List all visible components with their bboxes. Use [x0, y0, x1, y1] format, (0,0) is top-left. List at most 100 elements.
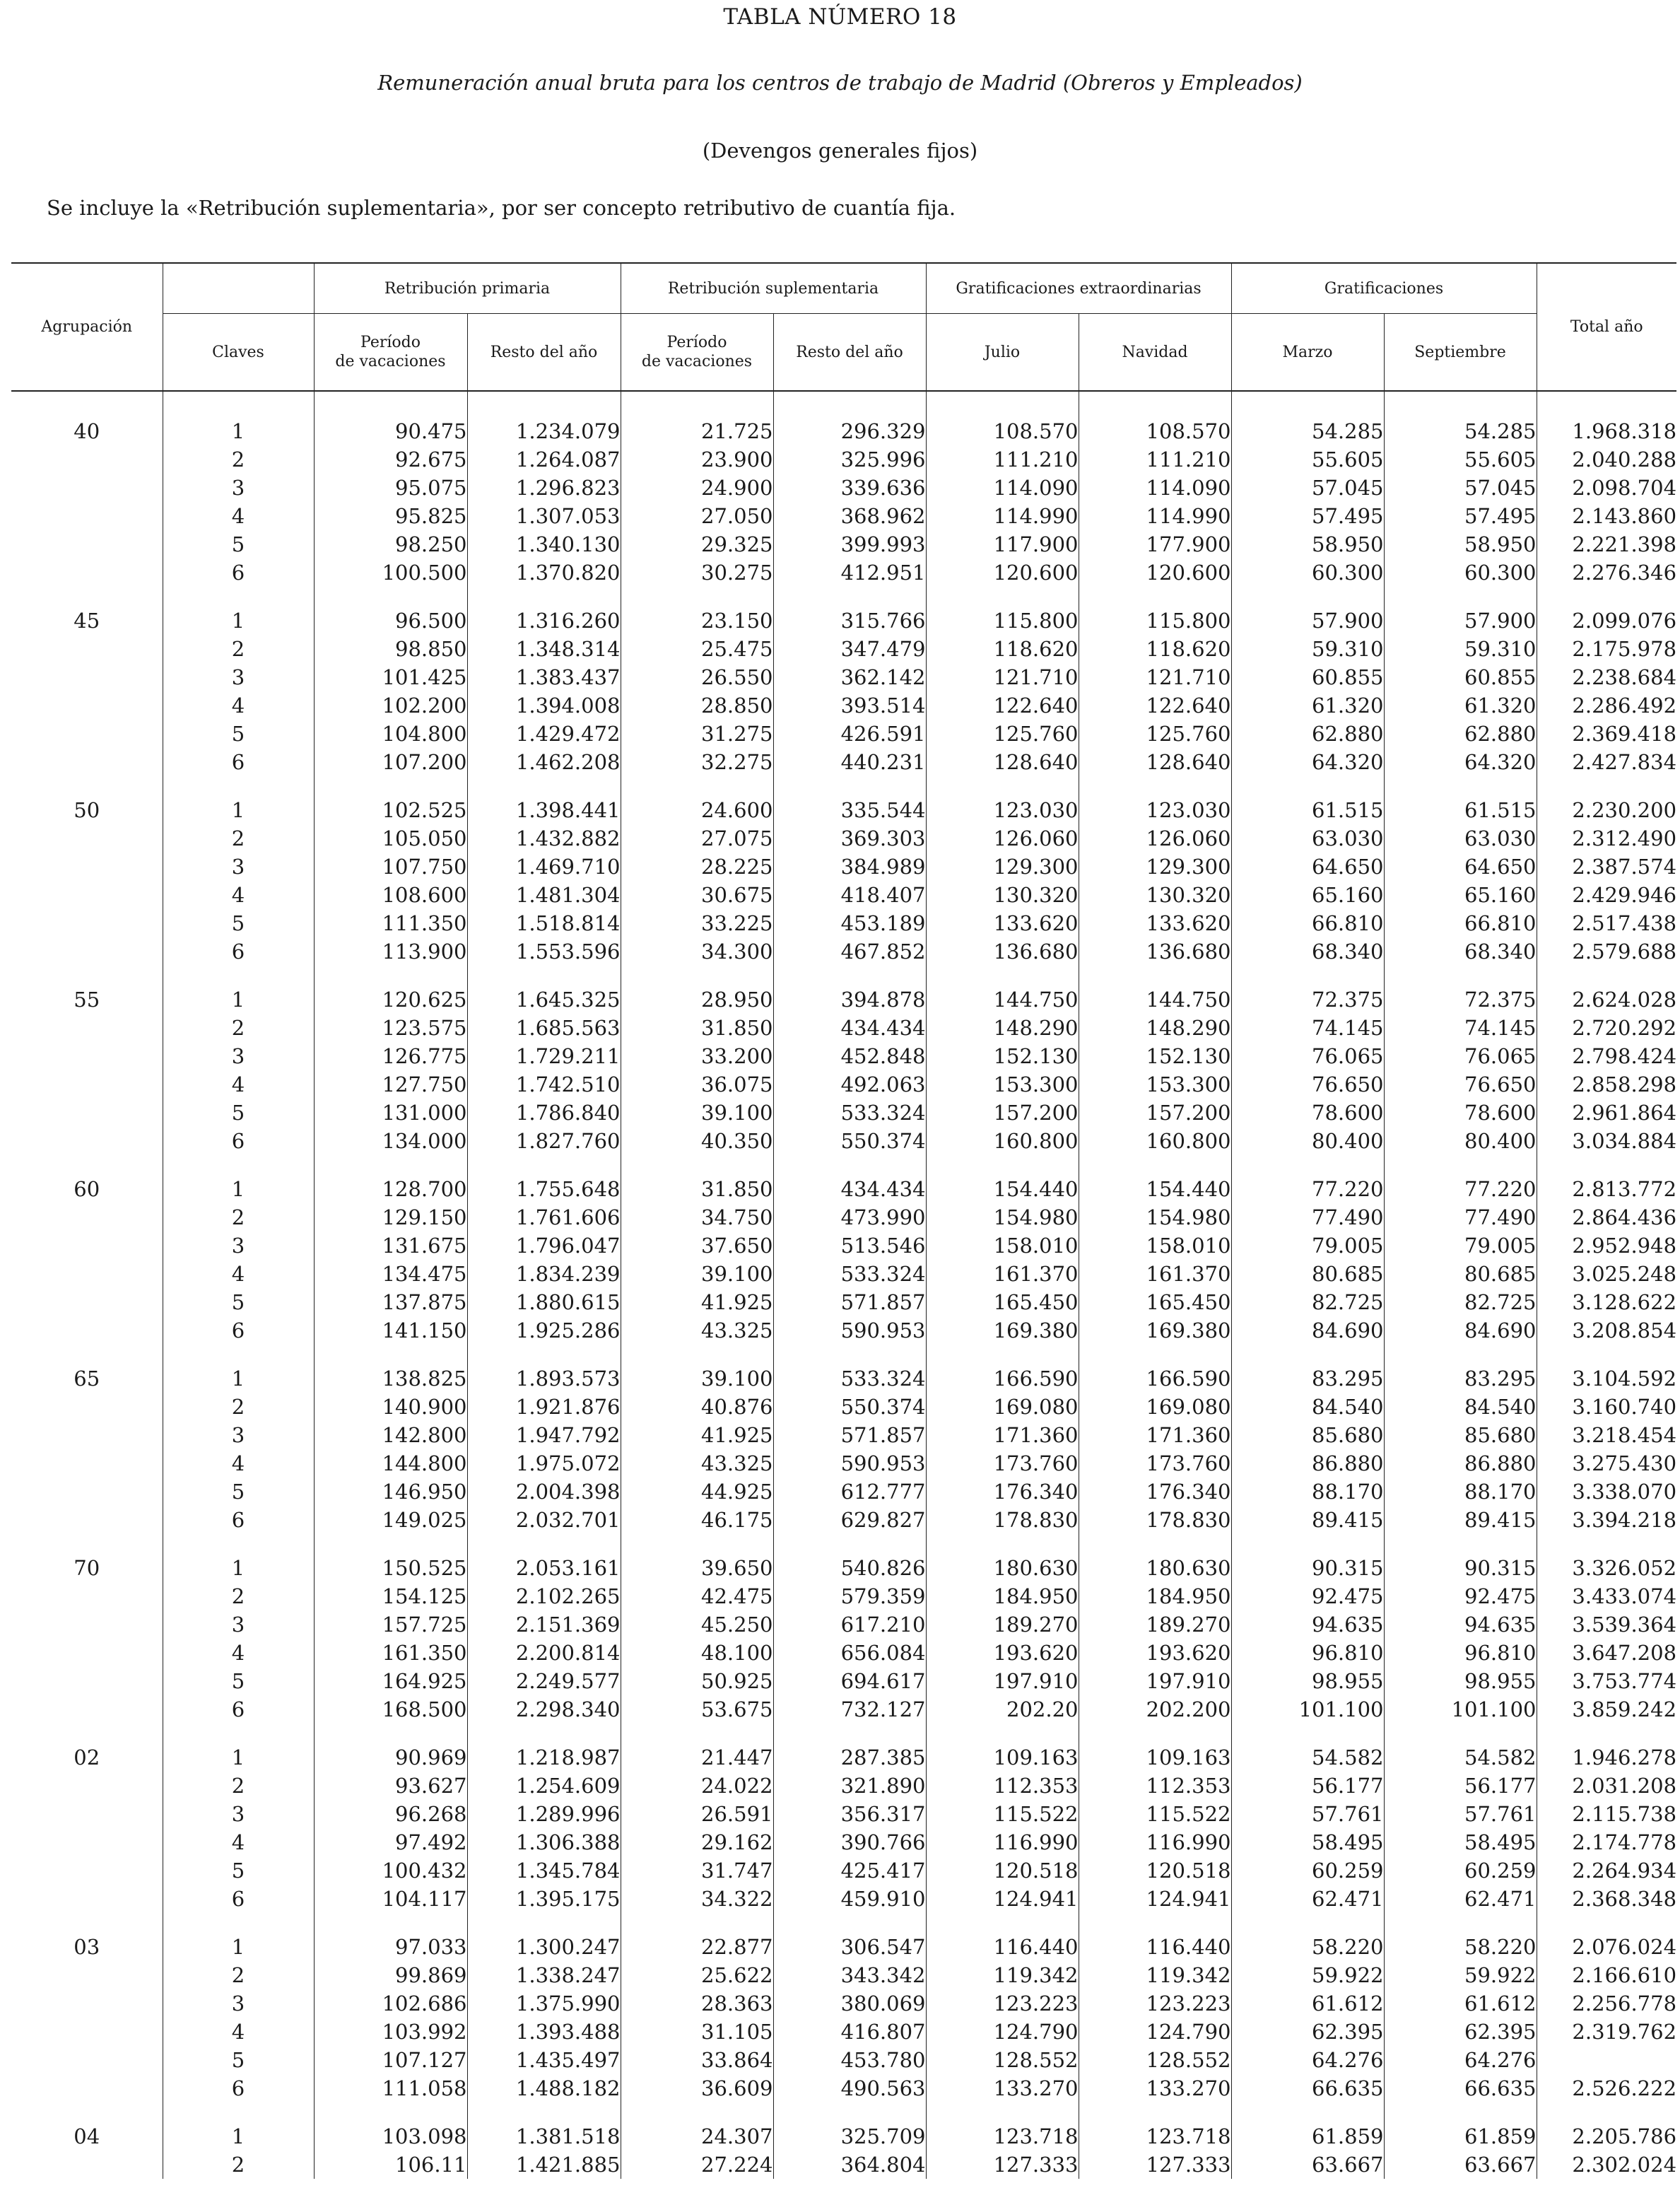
suplementaria-periodo-cell: 28.850	[620, 691, 773, 720]
header-claves: Claves	[162, 313, 314, 391]
septiembre-cell: 57.495	[1383, 502, 1537, 530]
primaria-periodo-cell: 123.575	[313, 1014, 467, 1042]
suplementaria-periodo-cell: 43.325	[620, 1449, 773, 1478]
primaria-periodo-cell: 146.950	[313, 1478, 467, 1506]
table-row: 3 102.686 1.375.990 28.363 380.069 123.223 123…	[11, 1989, 1677, 2018]
navidad-cell: 119.342	[1078, 1961, 1232, 1989]
marzo-cell: 61.612	[1230, 1989, 1385, 2018]
agrupacion-cell	[11, 1856, 163, 1885]
julio-cell: 127.333	[925, 2151, 1079, 2179]
julio-cell: 152.130	[925, 1042, 1079, 1070]
clave-cell: 3	[162, 663, 314, 691]
suplementaria-resto-cell: 434.434	[773, 1014, 926, 1042]
agrupacion-cell	[11, 663, 163, 691]
marzo-cell: 58.220	[1230, 1933, 1385, 1961]
suplementaria-periodo-cell: 24.600	[620, 796, 773, 824]
navidad-cell: 184.950	[1078, 1582, 1232, 1610]
suplementaria-resto-cell: 356.317	[773, 1800, 926, 1828]
marzo-cell: 59.922	[1230, 1961, 1385, 1989]
primaria-resto-cell: 2.298.340	[466, 1695, 621, 1724]
table-subtitle: Remuneración anual bruta para los centro…	[377, 71, 1303, 95]
primaria-periodo-cell: 102.686	[313, 1989, 467, 2018]
marzo-cell: 55.605	[1230, 445, 1385, 474]
total-cell: 2.517.438	[1536, 909, 1677, 937]
marzo-cell: 60.855	[1230, 663, 1385, 691]
primaria-periodo-cell: 99.869	[313, 1961, 467, 1989]
septiembre-cell: 61.515	[1383, 796, 1537, 824]
table-row: 55 1 120.625 1.645.325 28.950 394.878 144.750 1…	[11, 985, 1677, 1014]
navidad-cell: 169.380	[1078, 1316, 1232, 1345]
clave-cell: 2	[162, 1961, 314, 1989]
suplementaria-periodo-cell: 33.200	[620, 1042, 773, 1070]
agrupacion-cell	[11, 1232, 163, 1260]
agrupacion-cell	[11, 881, 163, 909]
marzo-cell: 62.395	[1230, 2018, 1385, 2046]
suplementaria-resto-cell: 473.990	[773, 1203, 926, 1232]
suplementaria-resto-cell: 550.374	[773, 1127, 926, 1155]
total-cell: 2.429.946	[1536, 881, 1677, 909]
suplementaria-resto-cell: 440.231	[773, 748, 926, 776]
suplementaria-resto-cell: 656.084	[773, 1639, 926, 1667]
total-cell: 3.104.592	[1536, 1364, 1677, 1393]
suplementaria-periodo-cell: 42.475	[620, 1582, 773, 1610]
suplementaria-resto-cell: 296.329	[773, 417, 926, 445]
clave-cell: 6	[162, 1506, 314, 1534]
agrupacion-cell: 03	[74, 1935, 100, 1959]
total-cell: 2.312.490	[1536, 824, 1677, 853]
julio-cell: 121.710	[925, 663, 1079, 691]
clave-cell: 5	[162, 1099, 314, 1127]
primaria-periodo-cell: 168.500	[313, 1695, 467, 1724]
suplementaria-resto-cell: 452.848	[773, 1042, 926, 1070]
marzo-cell: 72.375	[1230, 985, 1385, 1014]
primaria-periodo-cell: 103.098	[313, 2122, 467, 2151]
navidad-cell: 176.340	[1078, 1478, 1232, 1506]
total-cell: 2.040.288	[1536, 445, 1677, 474]
suplementaria-periodo-cell: 27.224	[620, 2151, 773, 2179]
primaria-periodo-cell: 138.825	[313, 1364, 467, 1393]
navidad-cell: 115.522	[1078, 1800, 1232, 1828]
julio-cell: 116.440	[925, 1933, 1079, 1961]
suplementaria-resto-cell: 579.359	[773, 1582, 926, 1610]
total-cell: 2.302.024	[1536, 2151, 1677, 2179]
septiembre-cell: 80.400	[1383, 1127, 1537, 1155]
clave-cell: 1	[162, 1554, 314, 1582]
table-row: 5 111.350 1.518.814 33.225 453.189 133.620 133…	[11, 909, 1677, 937]
navidad-cell: 120.518	[1078, 1856, 1232, 1885]
clave-cell: 4	[162, 1828, 314, 1856]
clave-cell: 6	[162, 1316, 314, 1345]
septiembre-cell: 56.177	[1383, 1772, 1537, 1800]
agrupacion-cell: 40	[74, 419, 100, 443]
suplementaria-periodo-cell: 32.275	[620, 748, 773, 776]
suplementaria-periodo-cell: 39.650	[620, 1554, 773, 1582]
suplementaria-resto-cell: 394.878	[773, 985, 926, 1014]
navidad-cell: 125.760	[1078, 720, 1232, 748]
total-cell: 2.238.684	[1536, 663, 1677, 691]
agrupacion-cell: 60	[74, 1177, 100, 1201]
clave-cell: 3	[162, 1800, 314, 1828]
julio-cell: 144.750	[925, 985, 1079, 1014]
total-cell: 3.539.364	[1536, 1610, 1677, 1639]
navidad-cell: 123.223	[1078, 1989, 1232, 2018]
primaria-resto-cell: 1.348.314	[466, 635, 621, 663]
primaria-resto-cell: 1.755.648	[466, 1175, 621, 1203]
total-cell: 2.952.948	[1536, 1232, 1677, 1260]
primaria-resto-cell: 1.296.823	[466, 474, 621, 502]
marzo-cell: 61.515	[1230, 796, 1385, 824]
septiembre-cell: 96.810	[1383, 1639, 1537, 1667]
table-row: 6 149.025 2.032.701 46.175 629.827 178.830 178…	[11, 1506, 1677, 1534]
septiembre-cell: 54.285	[1383, 417, 1537, 445]
clave-cell: 6	[162, 937, 314, 966]
primaria-periodo-cell: 154.125	[313, 1582, 467, 1610]
julio-cell: 153.300	[925, 1070, 1079, 1099]
julio-cell: 202.20	[925, 1695, 1079, 1724]
group-spacer	[11, 391, 1677, 417]
primaria-resto-cell: 1.645.325	[466, 985, 621, 1014]
primaria-resto-cell: 1.462.208	[466, 748, 621, 776]
julio-cell: 154.980	[925, 1203, 1079, 1232]
primaria-periodo-cell: 141.150	[313, 1316, 467, 1345]
table-row: 50 1 102.525 1.398.441 24.600 335.544 123.030 1…	[11, 796, 1677, 824]
suplementaria-periodo-cell: 33.864	[620, 2046, 773, 2074]
navidad-cell: 128.640	[1078, 748, 1232, 776]
agrupacion-cell	[11, 558, 163, 587]
header-suplementaria-periodo: Período de vacaciones	[620, 313, 773, 391]
